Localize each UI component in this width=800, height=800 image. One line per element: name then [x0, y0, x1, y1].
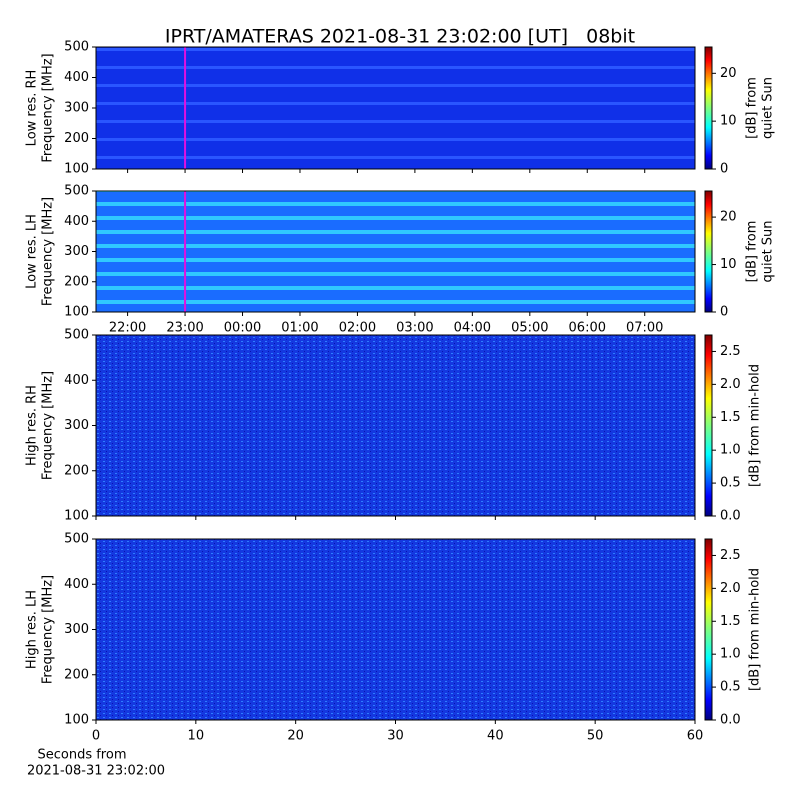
colorbar	[704, 46, 713, 170]
colorbar-tick-label: 20	[720, 66, 737, 81]
colorbar-tick-label: 2.5	[720, 344, 741, 359]
colorbar-tick-label: 20	[720, 210, 737, 225]
y-tick-label: 100	[64, 509, 89, 524]
colorbar-tick-label: 0.0	[720, 713, 741, 728]
x-tick-label: 23:00	[166, 321, 203, 336]
colorbar-tick-label: 10	[720, 257, 737, 272]
x-tick-label: 02:00	[339, 321, 376, 336]
colorbar-tick-label: 0.5	[720, 680, 741, 695]
y-tick-label: 400	[64, 70, 89, 85]
colorbar-tick-label: 10	[720, 114, 737, 129]
x-tick-label: 06:00	[569, 321, 606, 336]
colorbar-tick-label: 1.5	[720, 614, 741, 629]
y-axis-label: Frequency [MHz]	[41, 371, 56, 480]
y-tick-label: 400	[64, 373, 89, 388]
chart-title: IPRT/AMATERAS 2021-08-31 23:02:00 [UT] 0…	[165, 26, 635, 48]
spectrogram-image	[96, 335, 695, 516]
y-tick-label: 300	[64, 622, 89, 637]
colorbar-label: [dB] from min-hold	[748, 364, 763, 487]
y-axis-label: Frequency [MHz]	[41, 197, 56, 306]
colorbar	[704, 538, 713, 721]
x-axis-label: 2021-08-31 23:02:00	[27, 764, 165, 779]
y-tick-label: 400	[64, 577, 89, 592]
colorbar-tick-label: 1.0	[720, 443, 741, 458]
x-tick-label: 04:00	[454, 321, 491, 336]
spectrogram-image	[96, 47, 695, 169]
y-tick-label: 300	[64, 244, 89, 259]
colorbar-tick-label: 2.5	[720, 548, 741, 563]
colorbar-tick-label: 0.0	[720, 509, 741, 524]
x-tick-label: 60	[687, 729, 704, 744]
colorbar-tick-label: 0.5	[720, 476, 741, 491]
x-tick-label: 00:00	[224, 321, 261, 336]
colorbar-tick-label: 1.5	[720, 410, 741, 425]
x-axis-label: Seconds from	[37, 748, 126, 763]
colorbar-label: [dB] from min-hold	[748, 568, 763, 691]
y-tick-label: 100	[64, 162, 89, 177]
colorbar-tick-label: 0	[720, 162, 728, 177]
y-tick-label: 500	[64, 328, 89, 343]
x-tick-label: 30	[387, 729, 404, 744]
x-tick-label: 0	[92, 729, 100, 744]
spectrogram-image	[96, 539, 695, 720]
x-tick-label: 01:00	[281, 321, 318, 336]
y-tick-label: 300	[64, 418, 89, 433]
colorbar-label: quiet Sun	[761, 220, 776, 282]
y-tick-label: 200	[64, 463, 89, 478]
y-tick-label: 200	[64, 274, 89, 289]
x-tick-label: 20	[287, 729, 304, 744]
y-axis-label: High res. LH	[25, 590, 40, 669]
y-tick-label: 100	[64, 713, 89, 728]
y-axis-label: Low res. RH	[25, 70, 40, 147]
x-tick-label: 03:00	[396, 321, 433, 336]
y-axis-label: Frequency [MHz]	[41, 53, 56, 162]
colorbar-label: [dB] from	[745, 77, 760, 139]
colorbar-tick-label: 2.0	[720, 581, 741, 596]
y-tick-label: 500	[64, 532, 89, 547]
y-axis-label: High res. RH	[25, 385, 40, 466]
y-axis-label: Low res. LH	[25, 214, 40, 289]
y-tick-label: 400	[64, 214, 89, 229]
colorbar-tick-label: 2.0	[720, 377, 741, 392]
spectrogram-image	[96, 191, 695, 312]
x-tick-label: 22:00	[109, 321, 146, 336]
x-tick-label: 50	[587, 729, 604, 744]
y-tick-label: 500	[64, 40, 89, 55]
colorbar-label: quiet Sun	[761, 77, 776, 139]
y-tick-label: 100	[64, 305, 89, 320]
colorbar	[704, 334, 713, 517]
y-tick-label: 300	[64, 101, 89, 116]
colorbar-label: [dB] from	[745, 221, 760, 283]
x-tick-label: 05:00	[511, 321, 548, 336]
y-tick-label: 200	[64, 131, 89, 146]
colorbar-tick-label: 0	[720, 305, 728, 320]
y-axis-label: Frequency [MHz]	[41, 575, 56, 684]
y-tick-label: 500	[64, 184, 89, 199]
colorbar-tick-label: 1.0	[720, 647, 741, 662]
colorbar	[704, 190, 713, 313]
x-tick-label: 40	[487, 729, 504, 744]
x-tick-label: 10	[188, 729, 205, 744]
x-tick-label: 07:00	[626, 321, 663, 336]
y-tick-label: 200	[64, 667, 89, 682]
